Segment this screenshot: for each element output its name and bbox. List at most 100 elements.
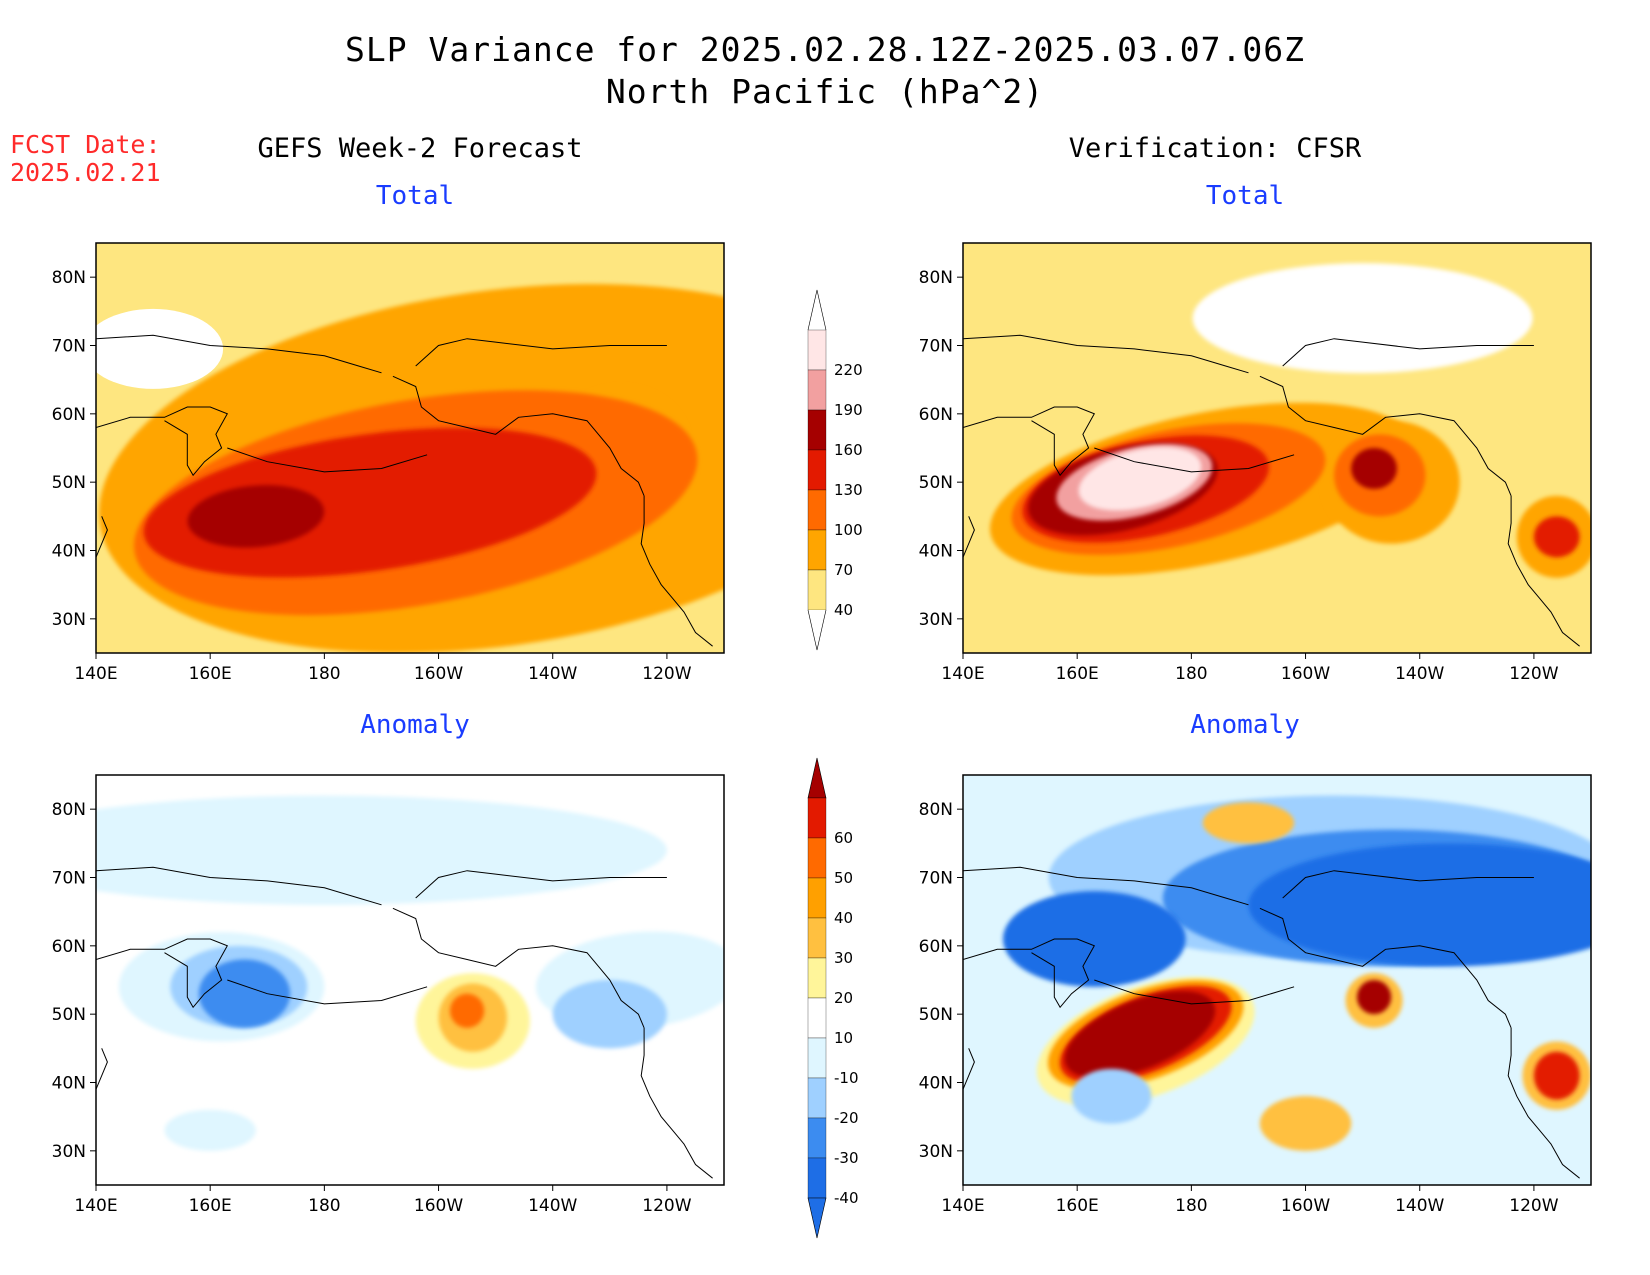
colorbar-label: 130: [834, 481, 863, 499]
colorbar-swatch: [807, 569, 827, 611]
lat-tick-label: 60N: [52, 405, 86, 425]
colorbar-label: 40: [834, 909, 853, 927]
panel-subtitle-cfsr-anomaly: Anomaly: [1190, 710, 1300, 740]
colorbar-top-arrow: [807, 757, 827, 799]
colorbar-swatch: [807, 409, 827, 451]
contour-band: [1248, 843, 1591, 967]
colorbar-swatch: [807, 917, 827, 959]
lon-tick-label: 160E: [1056, 664, 1099, 684]
below-threshold-area: [96, 308, 224, 389]
colorbar-swatch: [807, 329, 827, 371]
figure-title: SLP Variance for 2025.02.28.12Z-2025.03.…: [345, 30, 1305, 69]
map-panel-cfsr-total: 80N 70N 60N 50N 40N 30N 140E 160E 180 160W 140W 120…: [919, 242, 1592, 684]
figure-subtitle: North Pacific (hPa^2): [605, 72, 1045, 111]
coastline: [1259, 375, 1512, 496]
contour-band: [198, 959, 291, 1028]
contour-band: [552, 980, 667, 1049]
colorbar-label: 40: [834, 601, 853, 619]
colorbar-swatch: [807, 997, 827, 1039]
coastline: [963, 334, 1249, 374]
contour-fills: [963, 243, 1591, 653]
contour-band: [1533, 1051, 1580, 1100]
left-column-title: GEFS Week-2 Forecast: [257, 133, 583, 164]
coastline: [963, 866, 1249, 906]
lat-tick-label: 30N: [52, 1142, 86, 1162]
lon-tick-label: 160E: [1056, 1196, 1099, 1216]
contour-band: [449, 993, 485, 1028]
lon-tick-label: 140W: [528, 664, 577, 684]
lat-tick-label: 70N: [52, 337, 86, 357]
lon-tick-label: 120W: [642, 1196, 691, 1216]
colorbar-bottom-wedge: [807, 609, 827, 651]
coastline: [1282, 338, 1534, 367]
coastline: [227, 979, 428, 1005]
colorbar-swatch: [807, 489, 827, 531]
colorbar-swatch: [807, 877, 827, 919]
map-frame: [962, 242, 1592, 654]
right-column-title: Verification: CFSR: [1068, 133, 1362, 164]
map-frame: [962, 774, 1592, 1186]
lat-tick-label: 80N: [919, 800, 953, 820]
colorbar-label: 220: [834, 361, 863, 379]
contour-band: [1351, 448, 1397, 489]
colorbar-swatch: [807, 957, 827, 999]
colorbar-swatch: [807, 529, 827, 571]
map-panel-gefs-anomaly: 80N 70N 60N 50N 40N 30N 140E 160E 180 160W 140W 120…: [52, 774, 725, 1216]
coastline: [963, 406, 1096, 477]
lat-tick-label: 60N: [919, 937, 953, 957]
coastline: [415, 338, 667, 367]
coastline: [392, 375, 645, 496]
map-panel-gefs-total: 80N 70N 60N 50N 40N 30N 140E 160E 180 160W 140W 120…: [52, 242, 725, 684]
lon-tick-label: 120W: [642, 664, 691, 684]
contour-band: [1002, 891, 1186, 987]
below-threshold-area: [1192, 263, 1533, 374]
colorbar-bottom-arrow: [807, 1197, 827, 1239]
colorbar-label: -40: [834, 1189, 859, 1207]
lat-tick-label: 80N: [919, 268, 953, 288]
lon-tick-label: 140W: [1395, 664, 1444, 684]
coastlines: [963, 334, 1580, 647]
coastline: [1507, 495, 1580, 647]
coastline: [1094, 447, 1295, 473]
fcst-date: 2025.02.21: [10, 158, 161, 187]
map-panel-cfsr-anomaly: 80N 70N 60N 50N 40N 30N 140E 160E 180 160W 140W 120…: [919, 774, 1592, 1216]
map-frame: [95, 242, 725, 654]
contour-band: [1259, 1096, 1352, 1151]
lat-tick-label: 40N: [52, 1074, 86, 1094]
lon-tick-label: 120W: [1509, 1196, 1558, 1216]
colorbar-label: 30: [834, 949, 853, 967]
lon-tick-label: 180: [308, 1196, 340, 1216]
panel-subtitle-gefs-anomaly: Anomaly: [360, 710, 470, 740]
colorbar-swatch: [807, 449, 827, 491]
colorbar-label: 60: [834, 829, 853, 847]
lon-tick-label: 160W: [1281, 664, 1330, 684]
coastline: [963, 1048, 975, 1110]
coastline: [415, 870, 667, 899]
lat-tick-label: 40N: [919, 1074, 953, 1094]
coastlines: [963, 866, 1580, 1179]
coastlines: [96, 334, 713, 647]
fcst-label: FCST Date:: [10, 130, 161, 159]
coastline: [392, 907, 645, 1028]
lon-tick-label: 120W: [1509, 664, 1558, 684]
lon-tick-label: 140E: [941, 1196, 984, 1216]
lat-tick-label: 40N: [52, 542, 86, 562]
colorbar-swatch: [807, 837, 827, 879]
colorbar-anomaly: -40 -30 -20 -10 10 20 30 40 50 60: [807, 757, 859, 1239]
panel-subtitle-cfsr-total: Total: [1205, 181, 1285, 211]
lat-tick-label: 30N: [52, 610, 86, 630]
lat-tick-label: 70N: [919, 869, 953, 889]
colorbar-swatch: [807, 1037, 827, 1079]
contour-band: [1078, 447, 1202, 511]
colorbar-label: -20: [834, 1109, 859, 1127]
contour-fills: [96, 775, 724, 1185]
lon-tick-label: 140E: [941, 664, 984, 684]
colorbar-label: 50: [834, 869, 853, 887]
lon-tick-label: 140E: [74, 1196, 117, 1216]
coastline: [1259, 907, 1512, 1028]
coastline: [963, 938, 1096, 1009]
lon-tick-label: 140E: [74, 664, 117, 684]
lat-tick-label: 70N: [919, 337, 953, 357]
coastline: [96, 406, 229, 477]
